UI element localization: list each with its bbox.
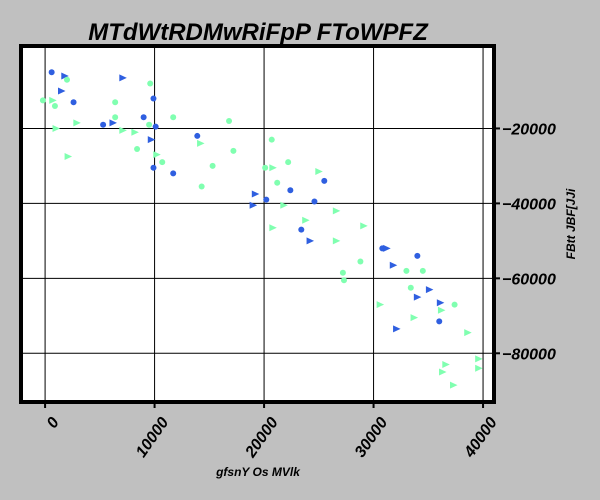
data-point [198,183,205,190]
data-point [302,216,310,224]
data-point [475,364,483,372]
data-point [150,95,157,102]
data-point [439,368,447,376]
data-point [263,196,270,203]
data-point [393,325,401,333]
data-point [414,252,421,259]
data-point [269,224,277,232]
data-point [436,318,443,325]
data-point [321,177,328,184]
data-point [407,284,414,291]
y-axis-label: FBtt JBF[JJi [564,188,578,259]
x-tick-label: 10000 [133,414,173,460]
y-tick-label: −80000 [502,346,556,363]
data-point [464,329,472,337]
data-point [269,164,277,172]
data-point [58,87,66,95]
data-point [100,121,107,128]
data-point [451,301,458,308]
data-point [112,114,119,121]
data-point [64,153,73,161]
data-point [413,293,422,301]
data-point [436,299,445,307]
data-point [170,114,177,121]
data-point [332,207,341,215]
data-point [134,146,141,153]
data-point [112,99,119,106]
plot-frame [19,44,496,404]
data-point [410,314,419,322]
data-point [170,170,177,177]
data-point [230,147,237,154]
chart-title: MTdWtRDMwRiFpP FToWPFZ [88,19,429,46]
data-point [360,222,368,230]
data-point [311,198,318,205]
data-point [298,226,305,233]
data-point [51,102,58,109]
data-point [274,179,281,186]
data-point [285,159,292,166]
data-point [340,277,347,284]
y-tick-label: −40000 [502,196,556,213]
data-point [70,99,77,106]
grid-lines [21,46,494,402]
data-point [152,123,159,130]
data-point [119,74,127,82]
data-point [249,201,258,209]
data-point [109,119,117,127]
data-point [287,187,294,194]
data-point [147,80,154,87]
data-point [197,139,205,147]
data-points [39,69,483,389]
data-point [73,119,81,127]
data-point [150,164,157,171]
data-point [315,168,323,176]
data-point [389,261,398,269]
data-point [306,237,315,245]
x-tick-label: 0 [44,414,63,431]
x-axis-label: gfsnY Os MVlk [215,465,301,479]
data-point [357,258,364,265]
data-point [280,201,288,209]
data-point [475,355,483,363]
data-point [437,306,446,314]
x-tick-label: 20000 [242,414,282,461]
x-tick-label: 30000 [352,414,392,460]
data-point [449,381,458,389]
data-point [140,114,147,121]
plot-area [21,46,494,402]
data-point [153,151,161,159]
x-tick-label: 40000 [461,414,501,461]
data-point [52,124,61,132]
data-point [63,76,70,83]
data-point [48,69,55,76]
data-point [376,301,385,309]
data-point [119,126,127,134]
data-point [159,159,166,166]
data-point [226,117,233,124]
data-point [49,96,57,104]
data-point [194,132,201,139]
data-point [147,136,156,144]
data-point [383,244,391,252]
data-point [262,164,269,171]
data-point [39,97,46,104]
data-point [131,128,139,136]
data-point [425,286,434,294]
data-point [268,136,275,143]
data-point [146,121,153,128]
data-point [419,267,426,274]
data-point [61,72,69,80]
y-tick-label: −20000 [502,121,556,138]
data-point [442,361,450,369]
data-point [339,269,346,276]
data-point [209,162,216,169]
y-tick-label: −60000 [502,271,556,288]
data-point [332,237,341,245]
data-point [251,190,260,198]
data-point [403,267,410,274]
